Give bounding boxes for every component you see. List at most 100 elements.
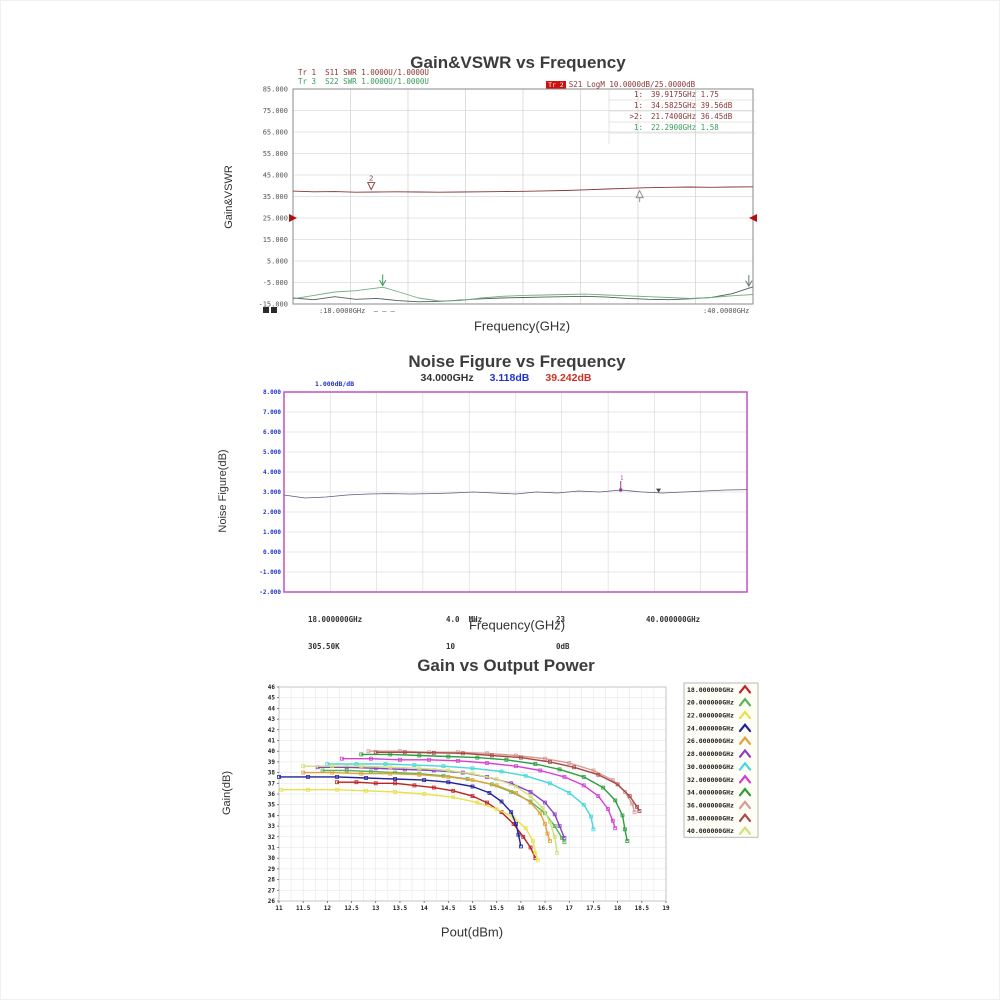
svg-text:34.5825GHz 39.56dB: 34.5825GHz 39.56dB (651, 101, 733, 110)
marker-readout-row: >2: 21.7400GHz 36.45dB (629, 112, 732, 121)
legend-swatch (738, 723, 752, 733)
marker-frequency: 34.000GHz (420, 372, 474, 384)
svg-text:14.5: 14.5 (441, 905, 456, 912)
legend-item: 34.000000GHz (687, 787, 752, 797)
chart1-stop-frequency: :40.0000GHz (703, 307, 750, 315)
svg-text:13.5: 13.5 (393, 905, 408, 912)
chart1-x-axis-label: Frequency(GHz) (473, 318, 571, 334)
chart1-title: Gain&VSWR vs Frequency (410, 53, 626, 72)
chart3-title: Gain vs Output Power (417, 656, 595, 675)
svg-text:8.000: 8.000 (263, 389, 281, 396)
svg-text:46: 46 (268, 684, 276, 691)
svg-text:2: 2 (369, 175, 373, 183)
footer-attenuation: 0dB (556, 642, 570, 651)
svg-text:65.000: 65.000 (263, 129, 288, 137)
chart1-trace2-readout: Tr 2 S21 LogM 10.0000dB/25.0000dB (528, 71, 695, 98)
svg-text:38.000000GHz: 38.000000GHz (687, 814, 734, 822)
svg-text:2.000: 2.000 (263, 509, 281, 516)
series-markers-32-000000GHz (339, 756, 618, 831)
svg-text:37: 37 (268, 780, 276, 787)
svg-text:21.7400GHz 36.45dB: 21.7400GHz 36.45dB (651, 112, 733, 121)
svg-text:36.000000GHz: 36.000000GHz (687, 801, 734, 809)
svg-text:33: 33 (268, 823, 276, 830)
svg-text:-1.000: -1.000 (259, 569, 281, 576)
chart2-title: Noise Figure vs Frequency (408, 352, 626, 371)
svg-text:25.000: 25.000 (263, 215, 288, 223)
svg-text:38: 38 (268, 770, 276, 777)
svg-text:30: 30 (268, 855, 276, 862)
series-markers-38-000000GHz (373, 750, 642, 814)
svg-text:24.000000GHz: 24.000000GHz (687, 724, 734, 732)
svg-text:27: 27 (268, 887, 276, 894)
svg-text:55.000: 55.000 (263, 150, 288, 158)
chart1-y-axis-label: Gain&VSWR (223, 165, 235, 229)
chart2-y-axis-label: Noise Figure(dB) (217, 449, 229, 533)
svg-text:0.000: 0.000 (263, 549, 281, 556)
chart1-marker-ref-right (289, 214, 297, 222)
svg-text:40: 40 (268, 748, 276, 755)
series-markers-22-000000GHz (279, 787, 540, 863)
chart2-marker-readout: 34.000GHz 3.118dB 39.242dB (421, 372, 592, 384)
chart1-trace1-readout: Tr 1 S11 SWR 1.0000U/1.0000U (298, 68, 429, 77)
series-markers-26-000000GHz (301, 770, 552, 843)
svg-text:-2.000: -2.000 (259, 589, 281, 596)
legend-swatch (738, 735, 752, 745)
legend-item: 22.000000GHz (687, 710, 752, 720)
gain-vswr-plot: 85.00075.00065.00055.00045.00035.00025.0… (258, 86, 757, 309)
chart3-grid (278, 686, 667, 902)
series-30-000000GHz (327, 763, 595, 830)
noise-figure-plot: 8.000 7.000 6.000 5.000 4.000 3.000 2.000 1.000… (259, 389, 748, 596)
chart2-x-axis-label: Frequency(GHz) (468, 617, 566, 633)
chart2-grid (283, 391, 748, 593)
chart2-scale-label: 1.000dB/dB (315, 380, 355, 388)
chart2-footer-col3: 23 0dB (556, 597, 574, 669)
svg-text:>2:: >2: (629, 112, 643, 121)
legend-swatch (738, 710, 752, 720)
svg-text:12.5: 12.5 (344, 905, 359, 912)
series-40-000000GHz (303, 765, 558, 853)
marker-readout-row: 1: 39.9175GHz 1.75 (634, 90, 719, 99)
trace-s22-swr (292, 286, 754, 302)
series-18-000000GHz (337, 781, 537, 859)
svg-text:39: 39 (268, 759, 276, 766)
svg-text:1:: 1: (634, 123, 643, 132)
svg-text:34.000000GHz: 34.000000GHz (687, 789, 734, 797)
svg-text:4.000: 4.000 (263, 469, 281, 476)
trace-indicator-squares (263, 307, 279, 325)
svg-text:13: 13 (372, 905, 380, 912)
legend-swatch (738, 761, 752, 771)
svg-text:85.000: 85.000 (263, 86, 288, 94)
svg-text:18.000000GHz: 18.000000GHz (687, 686, 734, 694)
svg-text:28.000000GHz: 28.000000GHz (687, 750, 734, 758)
svg-text:31: 31 (268, 845, 276, 852)
chart1-marker-ref-left (749, 214, 757, 222)
marker-gain: 39.242dB (545, 372, 592, 384)
footer-temperature: 305.50K (308, 642, 340, 651)
legend-swatch (738, 774, 752, 784)
svg-text:11.5: 11.5 (296, 905, 311, 912)
chart1-marker-arrow-down (379, 274, 387, 287)
trace-s11-swr (292, 286, 754, 303)
chart2-marker-tri-down-small (656, 488, 662, 493)
chart1-start-frequency: :18.0000GHz — — — (319, 307, 395, 315)
svg-text:40.000000GHz: 40.000000GHz (687, 827, 734, 835)
svg-text:20.000000GHz: 20.000000GHz (687, 699, 734, 707)
footer-stop-freq: 40.000000GHz (646, 615, 701, 624)
chart2-footer-col4: 40.000000GHz (646, 597, 700, 642)
svg-text:45.000: 45.000 (263, 172, 288, 180)
svg-text:11: 11 (275, 905, 283, 912)
svg-text:-5.000: -5.000 (263, 279, 288, 287)
svg-text:43: 43 (268, 716, 276, 723)
series-markers-40-000000GHz (301, 764, 560, 855)
legend-swatch (738, 697, 752, 707)
legend-item: 18.000000GHz (687, 684, 752, 694)
svg-text:1.000: 1.000 (263, 529, 281, 536)
svg-text:28: 28 (268, 877, 276, 884)
svg-text:29: 29 (268, 866, 276, 873)
svg-text:5.000: 5.000 (263, 449, 281, 456)
svg-text:15.000: 15.000 (263, 236, 288, 244)
svg-text:1:: 1: (634, 101, 643, 110)
svg-text:14: 14 (421, 905, 429, 912)
trace-square-2 (271, 307, 277, 313)
